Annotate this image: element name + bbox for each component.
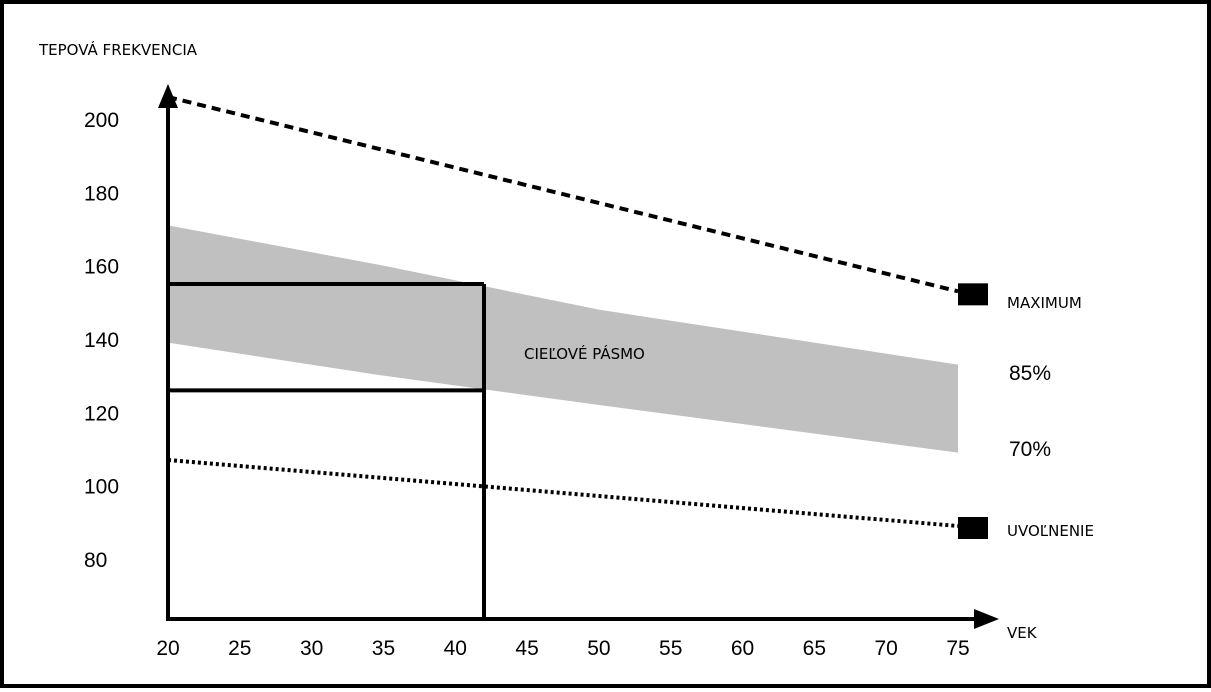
- x-axis-arrow-icon: [974, 609, 999, 629]
- x-tick-labels: 20 25 30 35 40 45 50 55 60 65 70 75: [156, 637, 969, 660]
- y-tick-label: 140: [84, 329, 119, 352]
- maximum-marker: [958, 283, 988, 306]
- x-tick-label: 30: [300, 637, 323, 660]
- x-tick-label: 50: [587, 637, 610, 660]
- y-tick-label: 120: [84, 402, 119, 425]
- x-tick-label: 35: [372, 637, 395, 660]
- highlight-box: [168, 282, 486, 619]
- x-tick-label: 65: [803, 637, 826, 660]
- x-tick-label: 55: [659, 637, 682, 660]
- rest-legend-label: UVOĽNENIE: [1007, 522, 1094, 540]
- x-tick-label: 60: [731, 637, 754, 660]
- x-tick-label: 40: [444, 637, 467, 660]
- rest-line: [167, 458, 959, 528]
- lower-percent-label: 70%: [1009, 438, 1051, 461]
- maximum-line: [167, 95, 959, 294]
- x-tick-label: 70: [875, 637, 898, 660]
- y-tick-label: 80: [84, 549, 107, 572]
- rest-marker: [958, 517, 988, 539]
- y-axis-arrow-icon: [158, 84, 178, 108]
- target-zone-band: [168, 225, 958, 453]
- y-tick-label: 100: [84, 476, 119, 499]
- y-tick-label: 160: [84, 256, 119, 279]
- x-tick-label: 25: [228, 637, 251, 660]
- upper-percent-label: 85%: [1009, 362, 1051, 385]
- maximum-legend-label: MAXIMUM: [1007, 294, 1082, 312]
- target-zone-label: CIEĽOVÉ PÁSMO: [524, 344, 645, 363]
- y-tick-labels: 200 180 160 140 120 100 80: [84, 109, 119, 572]
- x-tick-label: 45: [515, 637, 538, 660]
- x-tick-label: 20: [156, 637, 179, 660]
- x-tick-label: 75: [946, 637, 969, 660]
- x-axis-title: VEK: [1007, 624, 1038, 642]
- chart-svg: 20 25 30 35 40 45 50 55 60 65 70 75 200 180 160 140 120…: [38, 40, 1094, 660]
- y-tick-label: 180: [84, 182, 119, 205]
- y-tick-label: 200: [84, 109, 119, 132]
- y-axis-title: TEPOVÁ FREKVENCIA: [38, 40, 198, 59]
